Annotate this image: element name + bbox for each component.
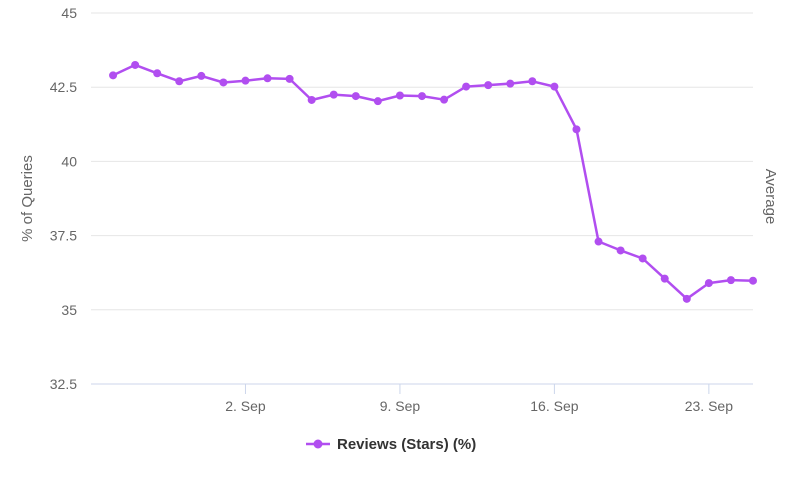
data-point (749, 276, 757, 285)
data-point (329, 90, 338, 99)
data-point (109, 71, 118, 80)
y-tick-label: 37.5 (50, 228, 77, 244)
legend[interactable]: Reviews (Stars) (%) (306, 436, 476, 453)
data-point (263, 74, 272, 83)
data-point (418, 92, 426, 101)
data-point (704, 279, 713, 288)
x-tick-label: 9. Sep (380, 398, 421, 414)
data-point (528, 77, 537, 86)
legend-label[interactable]: Reviews (Stars) (%) (337, 436, 476, 453)
series-line (111, 63, 755, 301)
y-tick-label: 45 (61, 5, 77, 21)
data-point (682, 294, 691, 303)
data-point (638, 254, 647, 263)
data-point (219, 78, 228, 87)
y-tick-label: 42.5 (50, 79, 77, 95)
legend-marker-icon (313, 439, 323, 449)
x-tick-label: 23. Sep (685, 398, 733, 414)
gridlines (91, 12, 753, 311)
y-axis-title: % of Queries (19, 155, 36, 242)
data-point (594, 237, 603, 246)
data-point (285, 74, 294, 83)
x-axis-ticks: 2. Sep 9. Sep 16. Sep 23. Sep (225, 384, 733, 414)
y-axis-ticks: 32.5 35 37.5 40 42.5 45 (50, 5, 77, 392)
data-point (175, 77, 184, 86)
y-tick-label: 35 (61, 302, 77, 318)
data-point (241, 76, 250, 85)
y-tick-label: 32.5 (50, 376, 77, 392)
y-axis-title-right: Average (762, 169, 779, 225)
data-point (462, 82, 471, 91)
data-point (153, 69, 162, 78)
series-markers (109, 60, 757, 303)
data-point (660, 274, 669, 283)
x-tick-label: 2. Sep (225, 398, 266, 414)
data-point (726, 276, 735, 285)
data-point (351, 92, 360, 101)
data-point (373, 97, 382, 106)
data-point (506, 79, 515, 88)
data-point (572, 125, 581, 134)
data-point (395, 91, 404, 100)
data-point (131, 60, 140, 69)
x-tick-label: 16. Sep (530, 398, 578, 414)
data-point (616, 246, 625, 255)
data-point (484, 81, 493, 90)
data-point (550, 82, 559, 91)
y-tick-label: 40 (61, 153, 77, 169)
data-point (307, 95, 316, 104)
data-point (197, 71, 206, 80)
data-point (440, 95, 449, 104)
